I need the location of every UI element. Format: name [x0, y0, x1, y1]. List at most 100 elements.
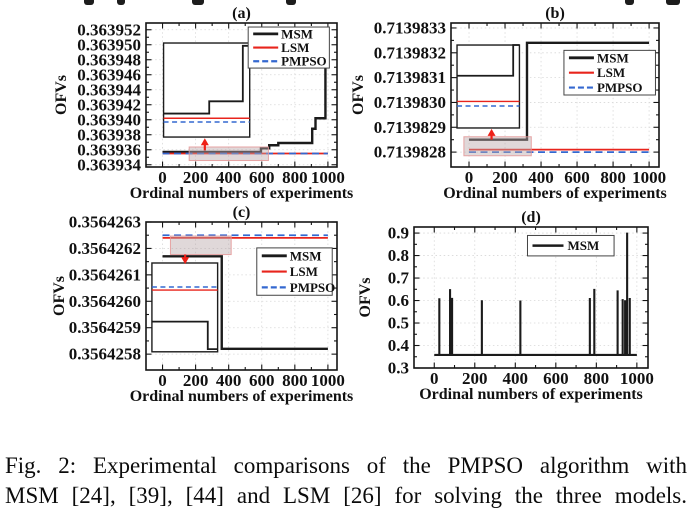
y-tick-label: 0.6: [388, 291, 409, 310]
legend-label-pmpso: PMPSO: [281, 54, 327, 69]
tick-labels-c: 0 200 400 600 800 1000 0.3564258 0.3564259 0.356…: [69, 213, 345, 391]
x-tick-label: 400: [503, 369, 529, 388]
inset-line-msm: [457, 44, 520, 77]
y-tick-label: 0.363940: [77, 110, 141, 129]
legend-label-lsm: LSM: [597, 65, 625, 80]
y-axis-label-c: OFVs: [51, 276, 68, 316]
x-tick-label: 1000: [311, 168, 345, 187]
x-tick-label: 0: [430, 369, 439, 388]
x-tick-label: 800: [282, 168, 308, 187]
x-tick-label: 600: [564, 168, 590, 187]
axes-frame-d: [413, 226, 649, 369]
y-tick-label: 0.363944: [77, 80, 141, 99]
y-tick-label: 0.363942: [77, 95, 141, 114]
figure-caption-line1: Fig. 2: Experimental comparisons of the …: [5, 453, 687, 478]
y-tick-label: 0.7139828: [374, 143, 446, 162]
cropped-text-fragment: [84, 0, 94, 5]
x-tick-label: 800: [600, 168, 626, 187]
zoom-arrow-b: [487, 128, 496, 140]
subplot-b: 0 200 400 600 800 1000 0.7139828 0.7139829 0.713…: [350, 5, 667, 202]
legend-label-lsm: LSM: [281, 40, 309, 55]
subplot-title-c: (c): [233, 204, 251, 221]
inset-line-msm: [151, 320, 218, 351]
y-tick-label: 0.3564262: [69, 239, 141, 258]
y-tick-label: 0.363936: [77, 140, 141, 159]
cropped-text-fragment: [286, 0, 296, 5]
arrowhead: [487, 128, 496, 136]
y-tick-label: 0.3564263: [69, 213, 141, 232]
tick-labels-d: 0 200 400 600 800 1000 0.3 0.4 0.5 0.6 0.7 0.8 0.9: [388, 224, 654, 388]
cropped-text-fragment: [192, 0, 204, 5]
x-tick-label: 400: [528, 168, 554, 187]
ticks-c: [146, 221, 337, 370]
d-series-msm: [434, 232, 637, 357]
x-tick-label: 1000: [311, 371, 345, 390]
legend-label-lsm: LSM: [290, 264, 318, 279]
legend-label-pmpso: PMPSO: [290, 280, 336, 295]
y-tick-label: 0.363952: [77, 20, 141, 39]
x-axis-label-d: Ordinal numbers of experiments: [419, 386, 643, 403]
x-tick-label: 0: [158, 168, 167, 187]
y-axis-label-b: OFVs: [350, 75, 367, 115]
zoom-inset-box: [151, 262, 219, 353]
a-series-msm: [162, 30, 328, 154]
y-tick-label: 0.363950: [77, 35, 141, 54]
y-tick-label: 0.5: [388, 314, 409, 333]
tick-labels-a: 0 200 400 600 800 1000 0.3639340.3639360.36393…: [77, 20, 345, 187]
x-tick-label: 600: [249, 371, 275, 390]
zoom-arrow-a: [200, 138, 209, 151]
y-axis-label-d: OFVs: [357, 278, 374, 318]
y-tick-label: 0.3564259: [69, 318, 141, 337]
b-series-msm: [469, 41, 650, 141]
zoom-inset-box: [456, 44, 521, 129]
x-tick-label: 400: [216, 168, 242, 187]
y-tick-label: 0.7139829: [374, 118, 446, 137]
y-tick-label: 0.3564258: [69, 345, 141, 364]
subplot-c: 0 200 400 600 800 1000 0.3564258 0.3564259 0.356…: [51, 204, 353, 405]
zoom-inset-b: [456, 44, 521, 129]
cropped-text-fragment: [666, 0, 680, 5]
axes-frame-a: [145, 22, 338, 168]
subplot-a: 0 200 400 600 800 1000 0.3639340.3639360.36393…: [53, 5, 353, 202]
x-tick-label: 1000: [632, 168, 666, 187]
legend-label-pmpso: PMPSO: [597, 80, 643, 95]
zoom-inset-a: [162, 42, 251, 138]
inset-line-msm: [163, 44, 250, 115]
legend-label-msm: MSM: [281, 26, 313, 41]
ticks-b: [451, 23, 659, 167]
subplot-title-a: (a): [232, 5, 251, 22]
x-tick-label: 200: [462, 369, 488, 388]
arrowhead: [200, 138, 209, 146]
subplot-d: 0 200 400 600 800 1000 0.3 0.4 0.5 0.6 0.7 0.8 0.9 (d…: [357, 209, 654, 403]
y-tick-label: 0.7139830: [374, 93, 446, 112]
legend-label-msm: MSM: [567, 238, 599, 253]
x-axis-label-b: Ordinal numbers of experiments: [443, 185, 667, 202]
y-tick-label: 0.9: [388, 224, 409, 243]
figure-caption-line2: MSM [24], [39], [44] and LSM [26] for so…: [5, 482, 687, 508]
y-tick-label: 0.7: [388, 269, 410, 288]
highlight-region-b: [463, 136, 532, 157]
x-tick-label: 800: [282, 371, 308, 390]
zoom-inset-box: [162, 42, 251, 138]
highlight-region-c: [169, 235, 232, 256]
axes-frame-c: [145, 221, 338, 371]
axes-frame-b: [450, 22, 660, 168]
y-tick-label: 0.8: [388, 246, 409, 265]
x-tick-label: 0: [465, 168, 474, 187]
y-axis-label-a: OFVs: [53, 75, 70, 115]
subplot-title-b: (b): [545, 5, 565, 22]
y-tick-label: 0.3: [388, 359, 409, 378]
cropped-text-fragment: [117, 0, 125, 5]
zoom-inset-c: [151, 262, 219, 353]
zoom-arrow-c: [181, 254, 190, 265]
y-tick-label: 0.3564260: [69, 292, 141, 311]
y-tick-label: 0.3564261: [69, 265, 141, 284]
y-tick-label: 0.363948: [77, 50, 141, 69]
x-tick-label: 200: [492, 168, 518, 187]
legend-box: [526, 234, 615, 257]
figure-caption: Fig. 2: Experimental comparisons of the …: [5, 451, 687, 510]
